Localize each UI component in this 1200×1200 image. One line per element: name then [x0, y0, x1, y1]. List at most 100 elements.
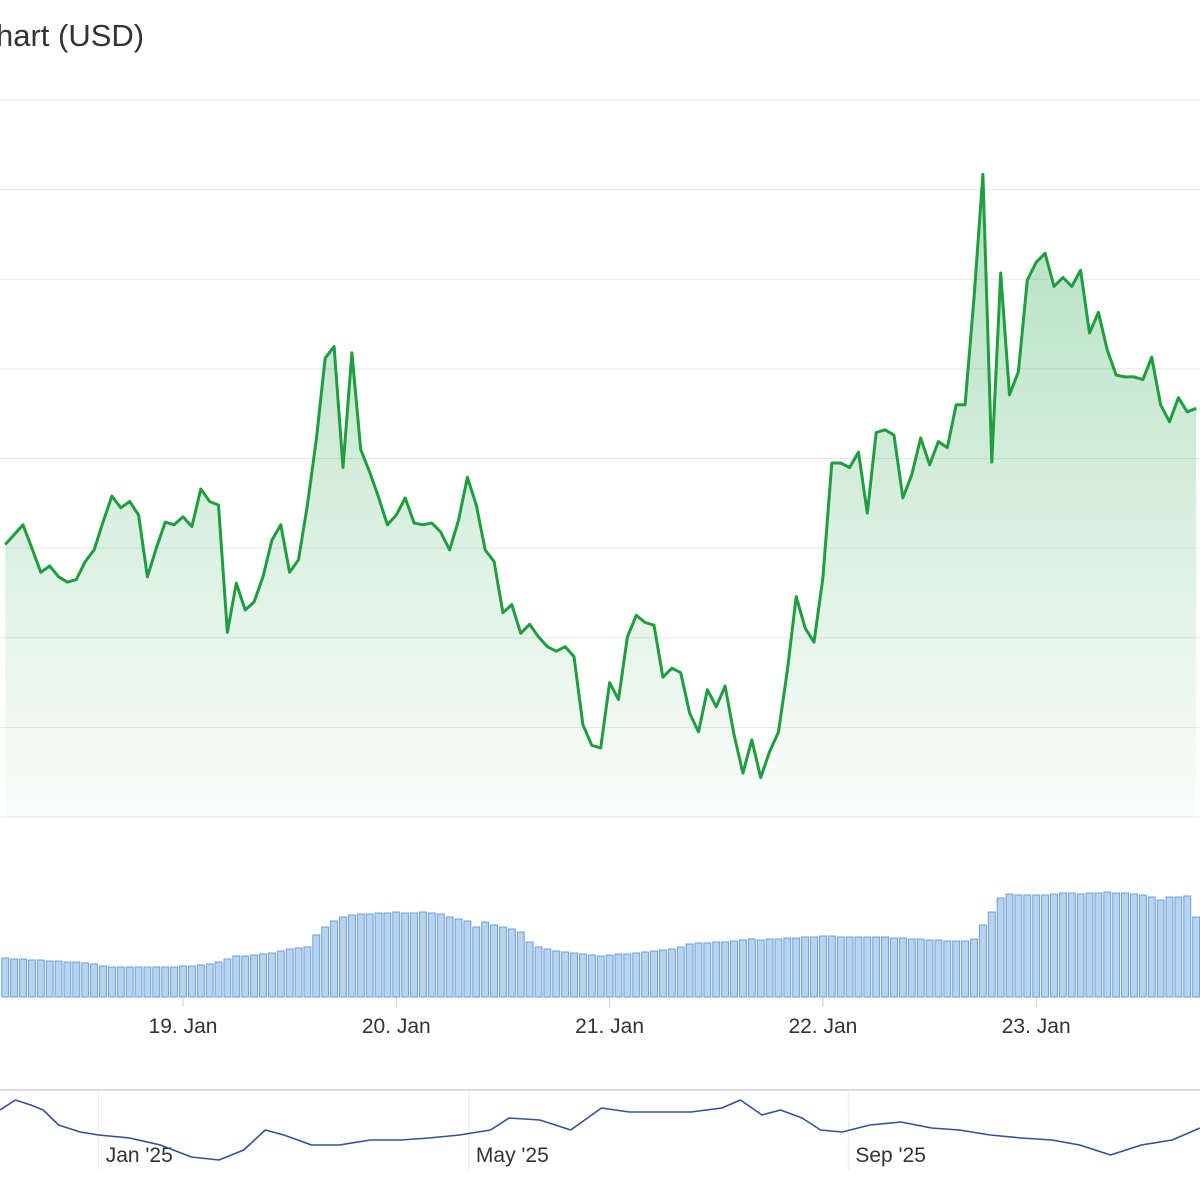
- volume-bar: [152, 966, 161, 998]
- volume-bar: [1050, 893, 1058, 998]
- volume-bar: [1076, 893, 1085, 998]
- volume-bar: [952, 940, 961, 998]
- line: [4, 172, 1197, 780]
- volume-bar: [890, 937, 898, 998]
- x-tick-label: May '25: [476, 1144, 549, 1167]
- volume-bar: [987, 911, 996, 998]
- volume-bar: [694, 942, 703, 998]
- volume-bar: [898, 937, 907, 998]
- volume-bar: [107, 966, 116, 998]
- volume-bar: [961, 940, 970, 998]
- volume-bar: [1121, 892, 1130, 998]
- volume-bar: [1147, 896, 1156, 998]
- volume-bar: [1174, 896, 1183, 998]
- volume-bar: [525, 941, 534, 998]
- volume-bar: [907, 938, 916, 998]
- x-tick-label: Jan '25: [106, 1144, 173, 1167]
- volume-bar: [161, 966, 170, 998]
- x-tick-label: 20. Jan: [362, 1015, 431, 1038]
- volume-bar: [1183, 895, 1192, 998]
- volume-bar: [472, 926, 481, 998]
- volume-bar: [1192, 916, 1200, 998]
- volume-bar: [507, 928, 516, 998]
- volume-bar: [1112, 892, 1121, 998]
- volume-bar: [1058, 892, 1067, 998]
- volume-bar: [881, 936, 890, 998]
- volume-bar: [1005, 893, 1014, 998]
- volume-bar: [410, 912, 419, 998]
- volume-bar: [454, 918, 463, 998]
- volume-bar: [792, 937, 801, 998]
- volume-bar: [845, 936, 854, 998]
- volume-bar: [250, 954, 259, 998]
- volume-bar: [1067, 892, 1076, 998]
- volume-bar: [534, 946, 543, 998]
- volume-bar: [1014, 894, 1023, 998]
- volume-bar: [294, 947, 303, 998]
- volume-bar: [1156, 899, 1165, 998]
- volume-bar: [285, 948, 294, 998]
- volume-bar: [916, 938, 925, 998]
- volume-bar: [596, 955, 605, 998]
- x-tick-label: Sep '25: [855, 1144, 926, 1167]
- volume-bar: [561, 951, 570, 998]
- volume-bar: [383, 912, 392, 998]
- x-tick-label: 21. Jan: [575, 1015, 644, 1038]
- volume-bar: [10, 958, 19, 998]
- volume-bar: [552, 950, 561, 998]
- volume-bar: [259, 953, 267, 998]
- volume-bar: [650, 950, 659, 998]
- volume-bar: [765, 938, 774, 998]
- volume-bar: [836, 936, 845, 998]
- volume-bar: [1094, 892, 1103, 998]
- volume-bar: [303, 946, 312, 998]
- x-tick-label: 23. Jan: [1002, 1015, 1071, 1038]
- volume-bar: [99, 965, 107, 998]
- volume-bar: [827, 935, 836, 998]
- volume-bar: [401, 912, 410, 998]
- volume-bar: [312, 934, 321, 998]
- volume-bar: [339, 916, 347, 998]
- volume-bar: [72, 961, 81, 998]
- volume-bar: [1041, 894, 1050, 998]
- line: [0, 1099, 1200, 1161]
- volume-bar: [490, 924, 499, 998]
- volume-bar: [854, 936, 863, 998]
- volume-bar: [872, 936, 881, 998]
- volume-bar: [934, 939, 943, 998]
- volume-bar: [116, 966, 125, 998]
- volume-bar: [712, 941, 721, 998]
- volume-bar: [756, 939, 765, 998]
- x-tick-label: 19. Jan: [149, 1015, 218, 1038]
- volume-bar: [730, 940, 738, 998]
- x-tick-label: 22. Jan: [788, 1015, 857, 1038]
- volume-bar: [205, 963, 214, 998]
- volume-bar: [783, 937, 792, 998]
- volume-bar: [721, 941, 730, 998]
- volume-bar: [587, 954, 596, 998]
- volume-bar: [27, 959, 36, 998]
- volume-bar: [863, 936, 872, 998]
- volume-bar: [134, 966, 143, 998]
- volume-bar: [774, 938, 783, 998]
- volume-bar: [970, 938, 978, 998]
- volume-bar: [276, 950, 285, 998]
- volume-bar: [170, 966, 179, 998]
- volume-bar: [623, 953, 632, 998]
- volume-bar: [365, 913, 374, 998]
- volume-bar: [418, 911, 427, 998]
- volume-bar: [374, 912, 383, 998]
- volume-bar: [187, 965, 196, 998]
- volume-bar: [641, 951, 650, 998]
- volume-bar: [570, 952, 579, 998]
- volume-bar: [36, 959, 45, 998]
- volume-bar: [738, 939, 747, 998]
- volume-bar: [1165, 896, 1174, 998]
- volume-bar: [54, 960, 63, 998]
- volume-bar: [241, 955, 250, 998]
- volume-bar: [330, 920, 339, 998]
- volume-bar: [81, 962, 90, 998]
- volume-bar: [1129, 893, 1138, 998]
- volume-bar: [63, 961, 72, 998]
